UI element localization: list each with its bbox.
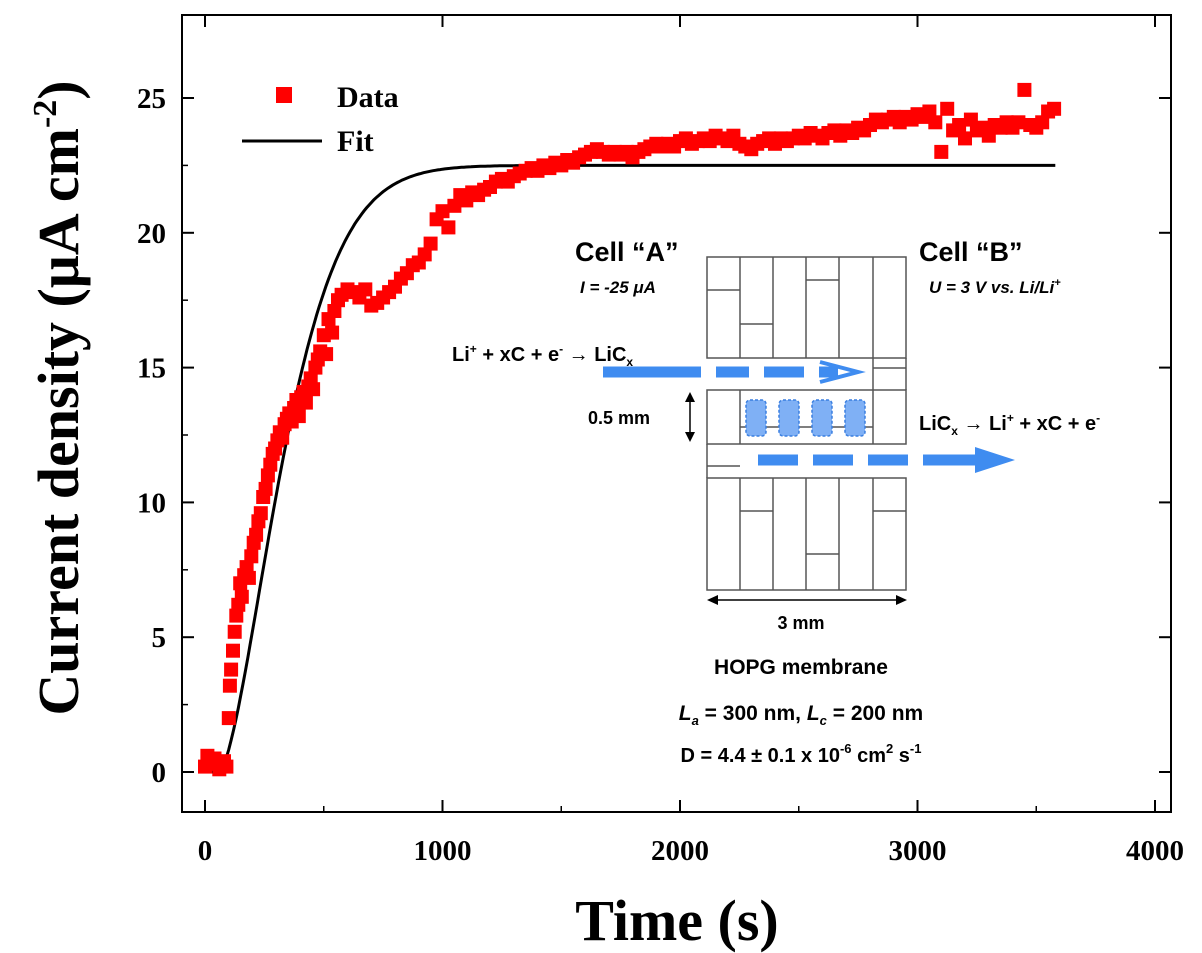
- data-point: [298, 395, 313, 410]
- data-point: [327, 304, 342, 318]
- svg-text:Current density (μA cm-2): Current density (μA cm-2): [26, 80, 91, 715]
- data-point: [940, 101, 955, 116]
- data-point: [325, 325, 340, 340]
- data-point: [435, 204, 450, 219]
- cell-a-title: Cell “A”: [575, 237, 679, 267]
- data-point: [922, 104, 937, 119]
- data-point: [291, 409, 306, 424]
- y-tick-label: 25: [137, 83, 166, 115]
- data-point: [958, 131, 972, 146]
- reaction-cell-b: LiCx → Li+ + xC + e-: [919, 411, 1100, 438]
- data-point: [263, 457, 278, 472]
- y-tick-label: 20: [137, 218, 166, 250]
- data-point: [306, 382, 321, 397]
- data-point: [1017, 82, 1032, 97]
- data-point: [423, 236, 438, 251]
- data-point: [963, 112, 978, 127]
- diffusion-arrow-upper: [603, 360, 866, 384]
- data-point: [224, 662, 239, 677]
- data-point: [253, 506, 268, 521]
- data-point: [241, 570, 256, 585]
- data-point: [244, 549, 259, 564]
- data-point: [952, 118, 967, 132]
- x-tick-label: 2000: [651, 835, 709, 867]
- legend-data-marker: [276, 87, 292, 103]
- width-dimension: [707, 595, 907, 605]
- data-point: [441, 220, 456, 235]
- lattice-params: La = 300 nm, Lc = 200 nm: [679, 702, 923, 728]
- data-point: [222, 678, 237, 693]
- y-axis-title-main: Current density (μA cm: [26, 128, 91, 716]
- data-point: [260, 468, 275, 483]
- thickness-label: 0.5 mm: [588, 408, 650, 428]
- inset-diagram: Cell “A” I = -25 μA Cell “B” U = 3 V vs.…: [452, 237, 1100, 767]
- y-tick-label: 0: [152, 757, 167, 789]
- fit-curve: [205, 163, 1056, 774]
- data-series: [198, 82, 1062, 777]
- thickness-dimension: [685, 392, 695, 442]
- y-axis-title-sup: -2: [27, 100, 64, 128]
- data-point: [1035, 115, 1050, 130]
- y-axis-title: Current density (μA cm-2): [26, 80, 91, 715]
- data-point: [234, 589, 249, 604]
- data-point: [221, 711, 236, 726]
- legend-fit-label: Fit: [337, 125, 374, 158]
- membrane-label: HOPG membrane: [714, 656, 888, 679]
- fit-series: [205, 163, 1056, 774]
- data-point: [275, 430, 290, 445]
- data-point: [226, 643, 240, 658]
- data-point: [227, 624, 242, 639]
- data-point: [981, 128, 996, 143]
- data-point: [417, 247, 432, 262]
- lithium-columns: [745, 399, 866, 437]
- width-label: 3 mm: [777, 613, 824, 633]
- diffusion-coefficient: D = 4.4 ± 0.1 x 10-6 cm2 s-1: [681, 741, 922, 767]
- cell-b-title: Cell “B”: [919, 237, 1023, 267]
- y-axis-title-close: ): [26, 80, 91, 99]
- x-axis-ticks: 0 1000 2000 3000 4000: [198, 15, 1184, 867]
- data-point: [447, 198, 462, 213]
- data-point: [258, 481, 273, 496]
- data-point: [229, 608, 244, 623]
- data-point: [358, 282, 373, 297]
- cell-a-condition: I = -25 μA: [580, 278, 656, 297]
- y-tick-label: 10: [137, 487, 166, 519]
- cell-b-condition: U = 3 V vs. Li/Li+: [929, 277, 1061, 297]
- data-point: [928, 115, 943, 130]
- x-axis-title: Time (s): [575, 888, 779, 953]
- plot-frame: [181, 14, 1172, 813]
- data-point: [239, 560, 254, 575]
- x-tick-label: 0: [198, 835, 213, 867]
- data-point: [934, 144, 949, 159]
- y-tick-label: 15: [137, 353, 166, 385]
- x-tick-label: 3000: [889, 835, 947, 867]
- legend-data-label: Data: [337, 81, 399, 114]
- y-axis-ticks: 0 5 10 15 20 25: [137, 83, 1171, 789]
- data-point: [219, 759, 234, 774]
- data-point: [303, 371, 318, 386]
- data-point: [1047, 101, 1062, 116]
- reaction-cell-a: Li+ + xC + e- → LiCx: [452, 342, 633, 369]
- diffusion-arrow-lower: [758, 447, 1015, 473]
- data-point: [249, 527, 264, 542]
- membrane-grid: [706, 256, 907, 591]
- legend: Data Fit: [242, 81, 399, 158]
- y-tick-label: 5: [152, 622, 167, 654]
- x-tick-label: 4000: [1126, 835, 1184, 867]
- x-tick-label: 1000: [414, 835, 472, 867]
- data-point: [319, 347, 334, 362]
- data-point: [1011, 115, 1026, 130]
